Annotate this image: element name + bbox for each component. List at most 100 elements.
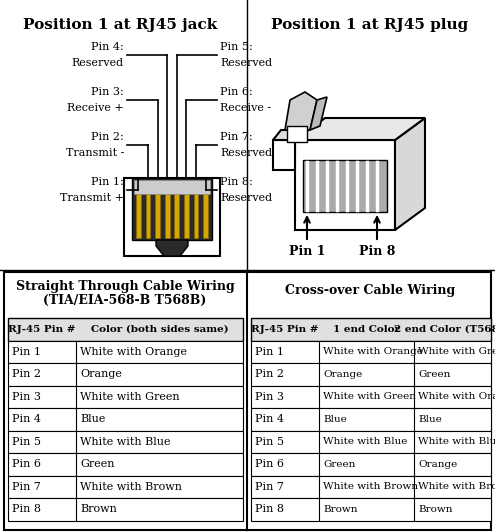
Bar (155, 190, 160, 238)
Text: Brown: Brown (418, 505, 452, 514)
Text: Pin 5: Pin 5 (255, 437, 284, 447)
Text: 1 end Color: 1 end Color (333, 325, 400, 334)
Bar (124, 178, 220, 256)
Bar (8, 340, 243, 363)
Text: Pin 8: Pin 8 (255, 504, 284, 514)
Text: Reserved: Reserved (220, 148, 272, 158)
Text: Pin 1: Pin 1 (255, 347, 284, 357)
Text: Pin 3:: Pin 3: (91, 87, 124, 97)
Bar (8, 453, 243, 476)
Polygon shape (310, 97, 327, 130)
Bar (251, 453, 491, 476)
Bar (8, 498, 243, 520)
Text: 2 end Color (T568A): 2 end Color (T568A) (394, 325, 495, 334)
Text: (TIA/EIA-568-B T568B): (TIA/EIA-568-B T568B) (44, 294, 207, 307)
Text: Receive +: Receive + (67, 103, 124, 113)
Bar (136, 190, 141, 238)
Text: Pin 2:: Pin 2: (91, 132, 124, 142)
Text: Pin 8: Pin 8 (12, 504, 41, 514)
Text: Orange: Orange (323, 370, 362, 379)
Text: White with Brown: White with Brown (323, 482, 418, 491)
Text: Straight Through Cable Wiring: Straight Through Cable Wiring (16, 280, 234, 293)
Text: White with Orange: White with Orange (323, 347, 423, 356)
Bar (8, 386, 243, 408)
Text: Pin 7:: Pin 7: (220, 132, 252, 142)
Text: White with Blue: White with Blue (418, 437, 495, 446)
Text: RJ-45 Pin #: RJ-45 Pin # (251, 325, 319, 334)
Text: Pin 7: Pin 7 (12, 482, 41, 492)
Bar (273, 140, 295, 170)
Text: Pin 4:: Pin 4: (91, 42, 124, 52)
Bar (251, 430, 491, 453)
Text: Pin 7: Pin 7 (255, 482, 284, 492)
Bar (134, 180, 210, 194)
Text: RJ-45 Pin #: RJ-45 Pin # (8, 325, 76, 334)
Bar (184, 190, 189, 238)
Text: Blue: Blue (323, 415, 347, 424)
Text: Position 1 at RJ45 jack: Position 1 at RJ45 jack (23, 18, 217, 32)
Text: White with Blue: White with Blue (323, 437, 407, 446)
Bar (251, 408, 491, 430)
Text: Blue: Blue (80, 414, 105, 424)
Text: Transmit +: Transmit + (60, 193, 124, 203)
Text: Pin 1: Pin 1 (12, 347, 41, 357)
Bar (203, 190, 208, 238)
Text: Pin 8: Pin 8 (359, 245, 395, 258)
Text: Green: Green (323, 460, 355, 469)
Text: Reserved: Reserved (72, 58, 124, 68)
Text: Reserved: Reserved (220, 193, 272, 203)
Bar (8, 318, 243, 340)
Text: Pin 6:: Pin 6: (220, 87, 253, 97)
Text: Green: Green (80, 459, 114, 469)
Text: Transmit -: Transmit - (66, 148, 124, 158)
Polygon shape (156, 240, 188, 256)
Text: Green: Green (418, 370, 450, 379)
Bar (8, 363, 243, 386)
Bar (251, 386, 491, 408)
Text: White with Green: White with Green (418, 347, 495, 356)
Bar (251, 318, 491, 340)
Bar (287, 126, 307, 142)
Bar (194, 190, 198, 238)
Bar (251, 340, 491, 363)
Polygon shape (285, 92, 317, 130)
Bar (295, 140, 395, 230)
Text: White with Orange: White with Orange (418, 392, 495, 401)
Text: Pin 3: Pin 3 (255, 392, 284, 402)
Bar (4, 272, 491, 530)
Text: Pin 2: Pin 2 (255, 369, 284, 379)
Bar (8, 408, 243, 430)
Text: Pin 1:: Pin 1: (91, 177, 124, 187)
Text: White with Blue: White with Blue (80, 437, 170, 447)
Polygon shape (273, 130, 303, 140)
Text: Pin 4: Pin 4 (12, 414, 41, 424)
Text: Pin 8:: Pin 8: (220, 177, 253, 187)
Text: Receive -: Receive - (220, 103, 271, 113)
Bar (132, 178, 212, 240)
Bar (303, 160, 387, 212)
Bar (8, 430, 243, 453)
Text: Position 1 at RJ45 plug: Position 1 at RJ45 plug (271, 18, 469, 32)
Bar (174, 190, 179, 238)
Polygon shape (295, 118, 425, 140)
Text: Brown: Brown (80, 504, 117, 514)
Text: White with Orange: White with Orange (80, 347, 187, 357)
Text: Brown: Brown (323, 505, 357, 514)
Text: White with Brown: White with Brown (418, 482, 495, 491)
Bar (251, 476, 491, 498)
Bar (165, 190, 170, 238)
Text: Color (both sides same): Color (both sides same) (91, 325, 228, 334)
Text: Orange: Orange (418, 460, 457, 469)
Text: Orange: Orange (80, 369, 122, 379)
Bar (251, 363, 491, 386)
Bar (8, 476, 243, 498)
Text: Pin 2: Pin 2 (12, 369, 41, 379)
Text: Reserved: Reserved (220, 58, 272, 68)
Text: White with Green: White with Green (323, 392, 416, 401)
Bar (251, 498, 491, 520)
Text: Cross-over Cable Wiring: Cross-over Cable Wiring (285, 284, 455, 297)
Text: Blue: Blue (418, 415, 442, 424)
Bar (146, 190, 150, 238)
Text: Pin 3: Pin 3 (12, 392, 41, 402)
Polygon shape (395, 118, 425, 230)
